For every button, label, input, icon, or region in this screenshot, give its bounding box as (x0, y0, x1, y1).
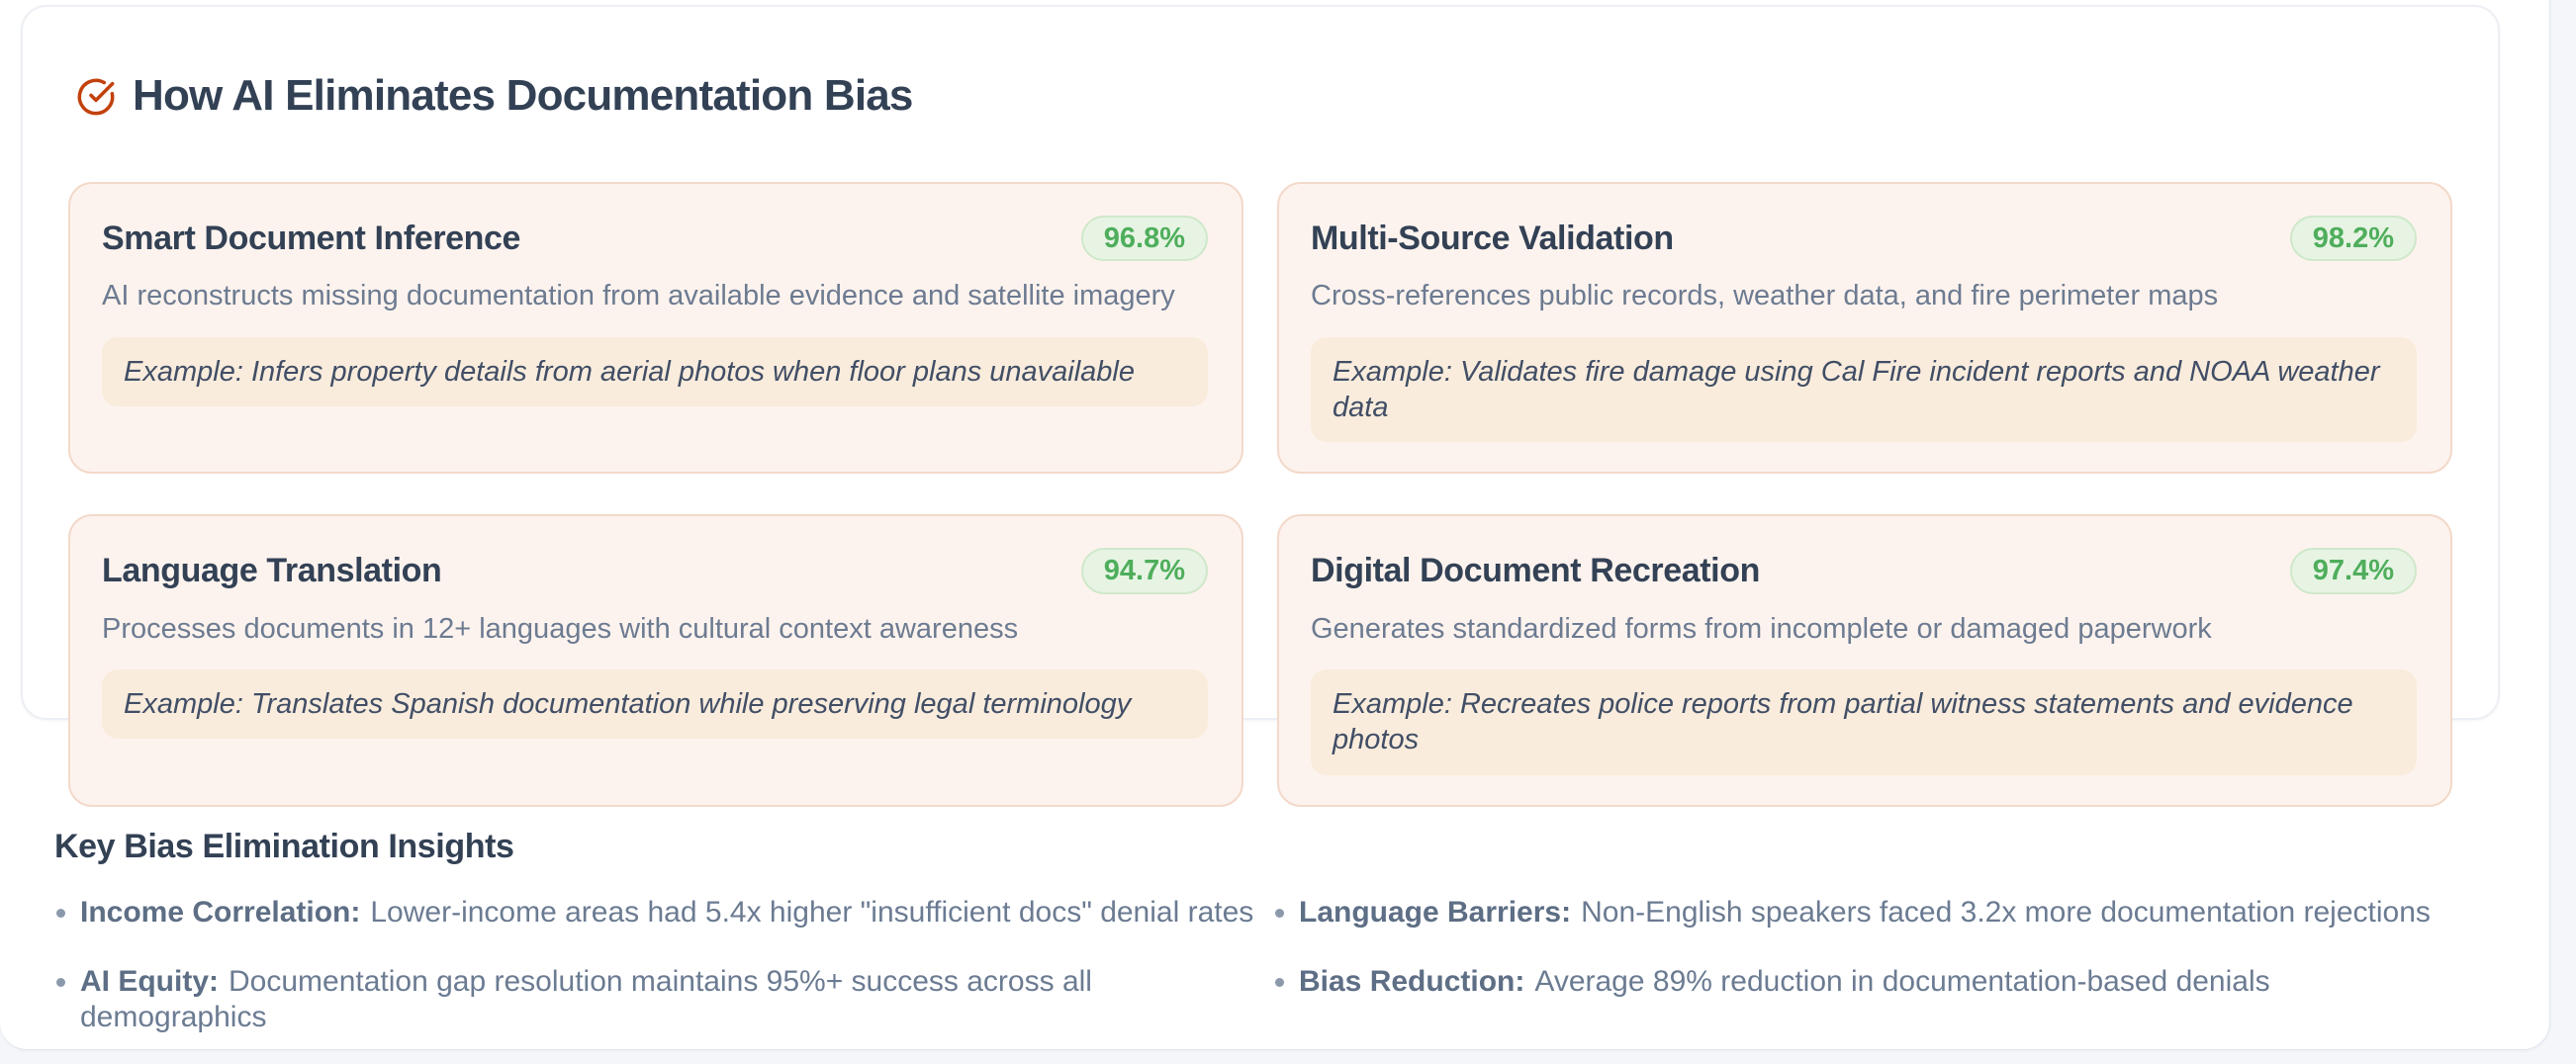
card-example: Example: Translates Spanish documentatio… (102, 669, 1208, 740)
accuracy-badge: 97.4% (2289, 548, 2417, 594)
insight-content: Language Barriers: Non-English speakers f… (1299, 895, 2431, 931)
documentation-bias-panel: How AI Eliminates Documentation Bias Sma… (21, 5, 2500, 807)
card-language-translation: Language Translation 94.7% Processes doc… (68, 514, 1243, 807)
card-title: Smart Document Inference (102, 219, 521, 257)
insight-content: Bias Reduction: Average 89% reduction in … (1299, 964, 2270, 1000)
insight-label: Income Correlation: (80, 896, 361, 930)
insight-text: Lower-income areas had 5.4x higher "insu… (370, 896, 1254, 930)
accuracy-badge: 98.2% (2289, 215, 2417, 262)
card-title: Digital Document Recreation (1311, 552, 1760, 590)
insight-language-barriers: Language Barriers: Non-English speakers f… (1273, 895, 2458, 931)
card-title: Multi-Source Validation (1311, 219, 1674, 257)
insight-content: AI Equity: Documentation gap resolution m… (80, 964, 1273, 1035)
card-description: Cross-references public records, weather… (1311, 280, 2219, 312)
bullet-icon (1275, 909, 1284, 919)
card-multi-source-validation: Multi-Source Validation 98.2% Cross-refe… (1277, 181, 2452, 475)
card-description: Generates standardized forms from incomp… (1311, 612, 2212, 645)
card-header: Multi-Source Validation 98.2% (1311, 215, 2417, 262)
panel-header: How AI Eliminates Documentation Bias (76, 43, 2452, 151)
check-circle-icon (77, 78, 115, 116)
insight-content: Income Correlation: Lower-income areas ha… (80, 895, 1253, 931)
insights-heading: Key Bias Elimination Insights (54, 828, 514, 866)
bullet-icon (56, 909, 65, 919)
accuracy-badge: 94.7% (1080, 548, 1208, 594)
card-example: Example: Infers property details from ae… (102, 336, 1208, 406)
insight-bias-reduction: Bias Reduction: Average 89% reduction in … (1273, 964, 2458, 1035)
insight-label: Bias Reduction: (1299, 965, 1525, 999)
card-description: Processes documents in 12+ languages wit… (102, 612, 1019, 645)
accuracy-badge: 96.8% (1080, 215, 1208, 262)
insights-grid: Income Correlation: Lower-income areas ha… (54, 895, 2458, 1035)
card-title: Language Translation (102, 552, 442, 590)
panel-title: How AI Eliminates Documentation Bias (133, 71, 913, 121)
key-insights-section: Key Bias Elimination Insights Income Cor… (54, 799, 2458, 1035)
card-smart-document-inference: Smart Document Inference 96.8% AI recons… (68, 181, 1243, 475)
card-header: Smart Document Inference 96.8% (102, 215, 1208, 262)
insight-text: Documentation gap resolution maintains 9… (80, 965, 1092, 1034)
insight-text: Average 89% reduction in documentation-b… (1534, 965, 2270, 999)
card-description: AI reconstructs missing documentation fr… (102, 280, 1175, 312)
capability-cards-grid: Smart Document Inference 96.8% AI recons… (68, 181, 2452, 807)
insight-text: Non-English speakers faced 3.2x more doc… (1581, 896, 2431, 930)
content-surface: How AI Eliminates Documentation Bias Sma… (0, 0, 2550, 1050)
insight-label: AI Equity: (80, 965, 219, 999)
card-example: Example: Recreates police reports from p… (1311, 669, 2417, 775)
bullet-icon (56, 978, 65, 988)
insight-income-correlation: Income Correlation: Lower-income areas ha… (54, 895, 1273, 931)
card-header: Language Translation 94.7% (102, 548, 1208, 594)
card-header: Digital Document Recreation 97.4% (1311, 548, 2417, 594)
insight-label: Language Barriers: (1299, 896, 1572, 930)
bullet-icon (1275, 978, 1284, 988)
card-example: Example: Validates fire damage using Cal… (1311, 336, 2417, 443)
insight-ai-equity: AI Equity: Documentation gap resolution m… (54, 964, 1273, 1035)
card-digital-document-recreation: Digital Document Recreation 97.4% Genera… (1277, 514, 2452, 807)
